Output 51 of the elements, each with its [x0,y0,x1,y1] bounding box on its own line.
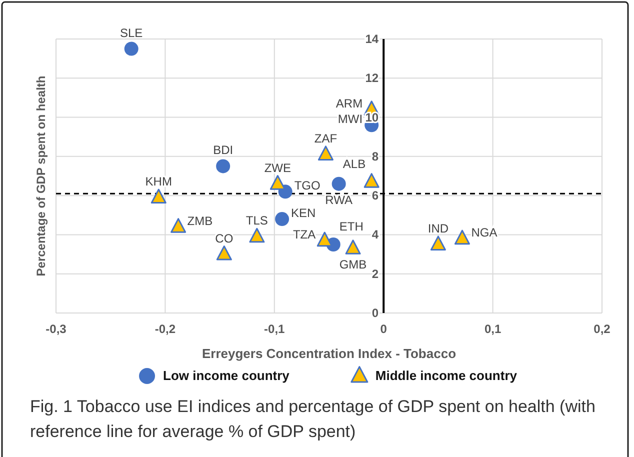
annotation: GMB [339,257,367,272]
y-tick-label: 2 [372,266,379,281]
point [318,146,334,160]
x-tick-label: 0,1 [484,322,502,336]
point [454,230,470,245]
point [332,176,346,191]
x-tick-label: 0,2 [594,322,611,336]
point [275,212,290,226]
point [216,245,232,260]
x-tick-label: -0,2 [154,322,176,336]
y-tick-label: 14 [365,32,379,46]
point [364,173,380,188]
y-tick-label: 0 [372,306,379,320]
point [150,188,166,204]
y-tick-label: 12 [365,71,379,86]
caption: Fig. 1 Tobacco use EI indices and percentage of GDP spent on health (with reference line for average % of GDP spent) [30,397,596,441]
annotation: RWA [325,192,352,207]
annotation: MWI [338,112,363,126]
annotation: KHM [145,174,172,189]
y-tick-label: 4 [372,228,379,242]
x-axis-title: Erreygers Concentration Index - Tobacco [202,346,456,361]
annotation: CO [215,231,234,246]
annotation: ETH [339,220,364,234]
legend-label: Middle income country [375,368,518,383]
annotation: TZA [292,228,316,242]
point [216,159,230,174]
annotation: BDI [213,143,234,158]
annotation: IND [428,222,449,236]
x-tick-label: 0 [380,322,388,336]
annotation: ZAF [314,131,338,146]
x-tick-label: -0,3 [46,322,67,336]
y-axis-title: Percentage of GDP spent on health [34,76,48,276]
annotation: NGA [471,226,498,240]
point [270,175,286,190]
x-tick-label: -0,1 [264,322,286,336]
point [345,240,361,254]
annotation: ARM [336,96,363,110]
annotation: TLS [246,214,268,228]
point [124,42,138,56]
point [249,228,265,243]
legend-label: Low income country [163,368,290,383]
annotation: TGO [294,178,320,193]
point [430,236,446,250]
annotation: ZMB [187,214,213,228]
annotation: SLE [120,26,143,40]
y-tick-label: 8 [372,149,379,164]
point [170,218,186,233]
annotation: KEN [291,206,316,220]
point [316,232,332,247]
annotation: ZWE [264,160,292,175]
annotation: ALB [342,156,366,171]
